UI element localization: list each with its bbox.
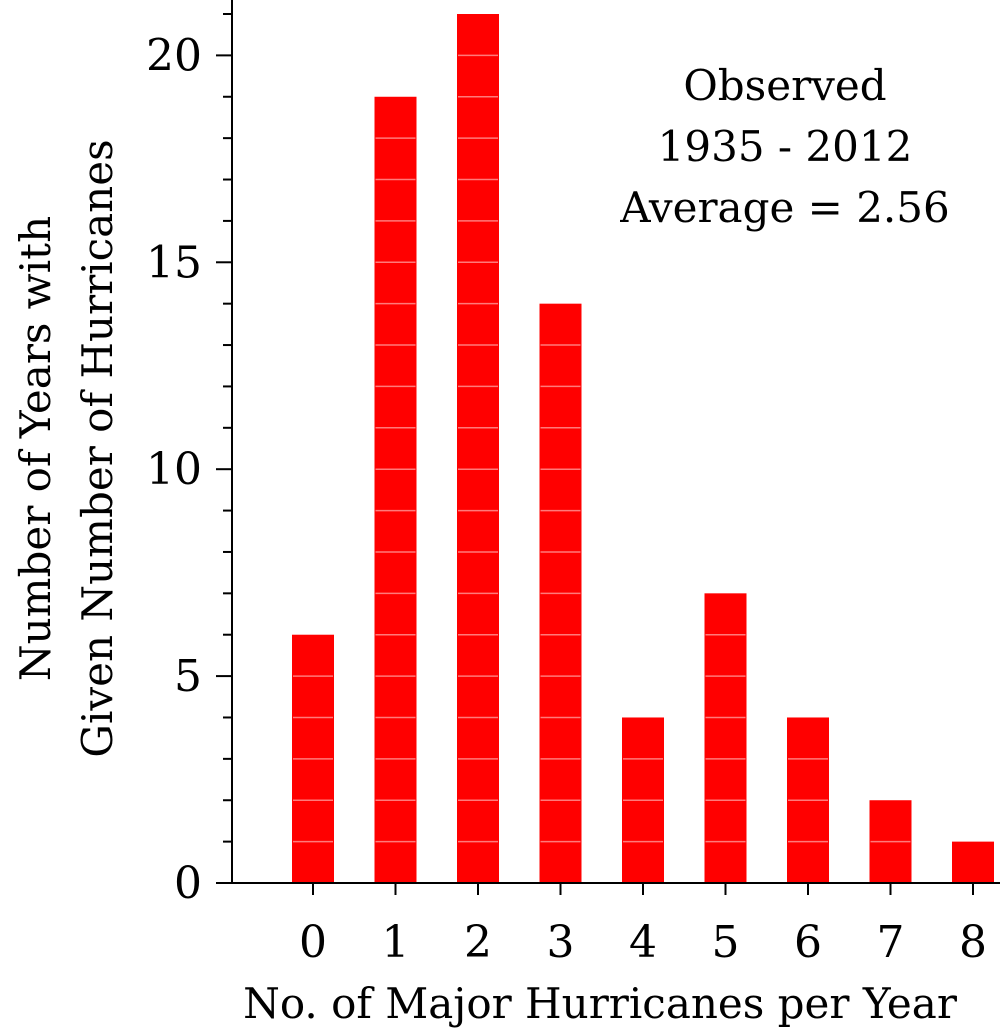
bars-group [292, 14, 994, 884]
annotation-line-2: 1935 - 2012 [658, 122, 913, 171]
x-tick-label-5: 5 [712, 917, 740, 968]
bar-2 [457, 14, 499, 883]
bar-rect [704, 593, 747, 883]
annotation: Observed 1935 - 2012 Average = 2.56 [619, 61, 949, 232]
bar-rect [457, 14, 499, 883]
y-tick-label-20: 20 [146, 30, 202, 81]
y-axis-title-line-2: Given Number of Hurricanes [73, 139, 122, 757]
annotation-line-3: Average = 2.56 [619, 183, 949, 232]
axes-group: 0 5 10 15 20 0 1 2 3 4 5 6 7 8 [146, 0, 1000, 968]
x-ticks: 0 1 2 3 4 5 6 7 8 [299, 883, 987, 968]
y-tick-label-0: 0 [174, 858, 202, 909]
bar-7 [869, 800, 912, 883]
y-tick-label-10: 10 [146, 444, 202, 495]
x-tick-label-4: 4 [629, 917, 657, 968]
bar-5 [704, 593, 747, 883]
bar-8 [952, 841, 994, 883]
bar-rect [374, 96, 417, 883]
x-tick-label-0: 0 [299, 917, 327, 968]
bar-3 [539, 303, 582, 884]
x-tick-label-7: 7 [877, 917, 905, 968]
bar-6 [787, 717, 829, 883]
y-ticks: 0 5 10 15 20 [146, 13, 232, 909]
bar-0 [292, 634, 334, 883]
y-tick-label-5: 5 [174, 651, 202, 702]
x-tick-label-6: 6 [794, 917, 822, 968]
x-tick-label-3: 3 [547, 917, 575, 968]
annotation-line-1: Observed [683, 61, 886, 110]
bar-1 [374, 96, 417, 883]
x-axis-title: No. of Major Hurricanes per Year [243, 979, 958, 1028]
y-tick-label-15: 15 [146, 237, 202, 288]
bar-rect [952, 841, 994, 883]
x-tick-label-2: 2 [464, 917, 492, 968]
bar-4 [622, 717, 664, 883]
x-tick-label-8: 8 [959, 917, 987, 968]
y-axis-title-line-1: Number of Years with [11, 216, 60, 681]
x-tick-label-1: 1 [382, 917, 410, 968]
